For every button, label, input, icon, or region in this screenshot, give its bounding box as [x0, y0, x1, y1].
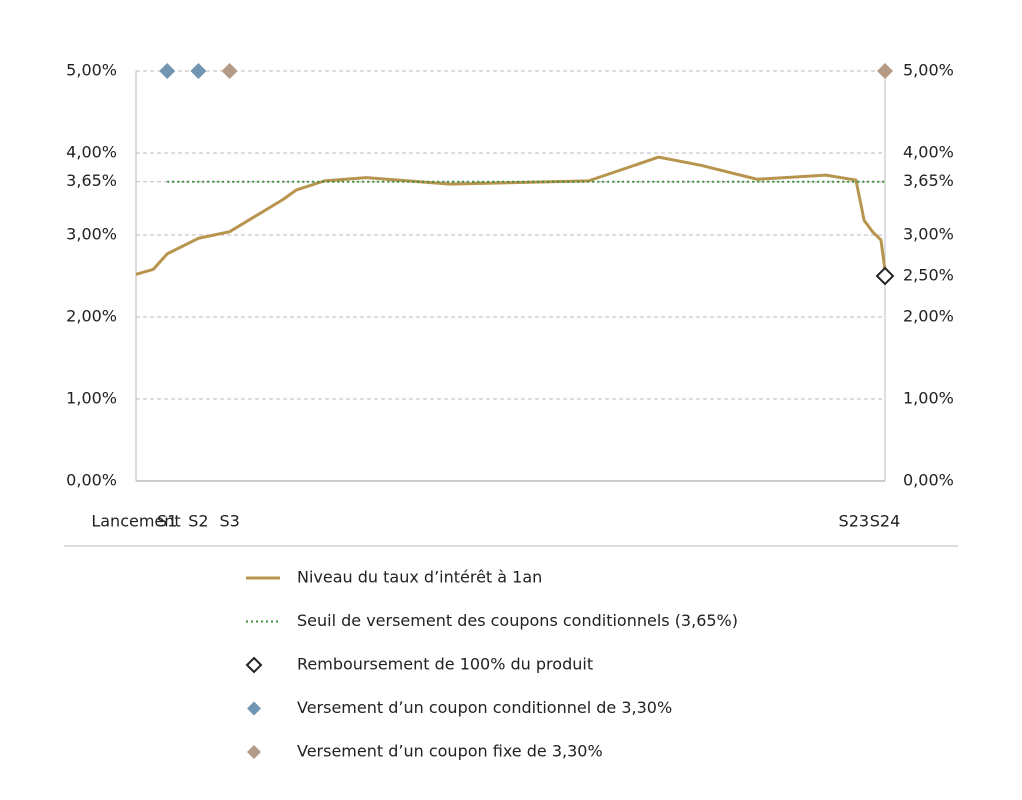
x-tick-label: S2 [188, 512, 208, 531]
x-tick-label: S24 [870, 512, 901, 531]
rate-line [135, 155, 887, 276]
y-tick-label: 3,00% [66, 225, 117, 244]
legend-label: Versement d’un coupon conditionnel de 3,… [297, 698, 672, 717]
y2-tick-label: 1,00% [903, 389, 954, 408]
legend-label: Remboursement de 100% du produit [297, 655, 593, 674]
y2-tick-label: 3,00% [903, 225, 954, 244]
coupon-marker [159, 63, 176, 79]
y2-tick-label: 3,65% [903, 171, 954, 190]
x-tick-label: S1 [157, 512, 177, 531]
legend-swatch [245, 656, 263, 674]
y2-tick-label: 0,00% [903, 471, 954, 490]
y-tick-label: 1,00% [66, 389, 117, 408]
y-tick-label: 2,00% [66, 307, 117, 326]
y2-tick-label: 4,00% [903, 143, 954, 162]
legend-label: Niveau du taux d’intérêt à 1an [297, 568, 542, 587]
legend-swatch [247, 701, 261, 716]
y2-tick-label: 2,00% [903, 307, 954, 326]
coupon-marker [877, 63, 893, 79]
x-tick-label: S23 [839, 512, 870, 531]
y2-tick-label: 5,00% [903, 61, 954, 80]
legend-label: Seuil de versement des coupons condition… [297, 611, 738, 630]
coupon-marker [221, 63, 238, 79]
y-tick-label: 0,00% [66, 471, 117, 490]
x-tick-label: S3 [219, 512, 239, 531]
legend-swatch [247, 745, 261, 759]
y-tick-label: 3,65% [66, 171, 117, 190]
redemption-marker [875, 266, 895, 286]
y2-tick-label: 2,50% [903, 266, 954, 285]
y-tick-label: 5,00% [66, 61, 117, 80]
legend-label: Versement d’un coupon fixe de 3,30% [297, 742, 603, 761]
x-tick-label: Lancement [91, 512, 180, 531]
y-tick-label: 4,00% [66, 143, 117, 162]
coupon-marker [190, 63, 207, 79]
